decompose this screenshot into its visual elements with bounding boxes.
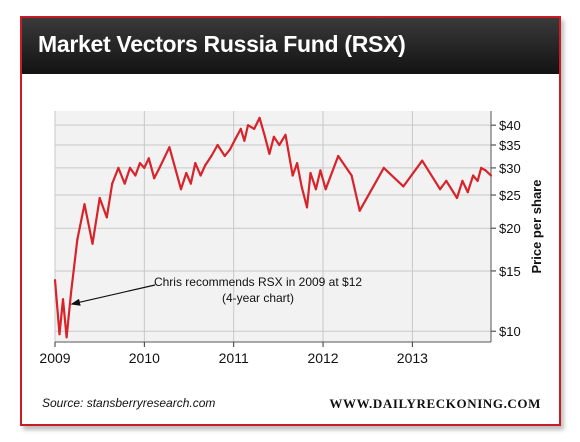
data-point — [91, 242, 94, 245]
data-point — [111, 182, 114, 185]
data-point — [461, 179, 464, 182]
annotation-text-line2: (4-year chart) — [222, 291, 294, 305]
source-note: Source: stansberryresearch.com — [42, 396, 216, 410]
data-point — [472, 174, 475, 177]
chart-title: Market Vectors Russia Fund (RSX) — [38, 31, 406, 57]
data-point — [300, 185, 303, 188]
data-point — [243, 139, 246, 142]
y-tick-label: $35 — [499, 138, 521, 153]
data-point — [309, 171, 312, 175]
annotation-arrow — [70, 284, 156, 306]
data-point — [76, 238, 79, 241]
data-point — [61, 298, 65, 301]
data-point — [246, 124, 250, 127]
data-point — [117, 166, 120, 169]
data-point — [123, 182, 126, 185]
data-point — [65, 336, 68, 339]
data-point — [143, 166, 146, 169]
data-point — [314, 188, 317, 191]
data-point — [296, 162, 299, 165]
data-point — [278, 143, 281, 147]
data-point — [291, 174, 294, 177]
plot-background — [55, 111, 491, 342]
data-point — [305, 206, 309, 209]
y-axis-label: Price per share — [529, 180, 544, 274]
data-point — [466, 191, 469, 194]
data-point — [199, 174, 202, 177]
data-point — [358, 209, 361, 212]
data-point — [223, 154, 226, 158]
x-tick-label: 2012 — [307, 350, 338, 366]
data-point — [128, 166, 132, 169]
data-point — [158, 166, 161, 169]
data-point — [268, 152, 271, 155]
data-point — [421, 159, 424, 162]
data-point — [138, 162, 141, 165]
data-point — [147, 157, 150, 160]
data-point — [168, 146, 171, 149]
data-point — [229, 148, 232, 151]
y-tick-label: $15 — [499, 264, 521, 279]
x-tick-label: 2013 — [397, 350, 428, 366]
data-point — [210, 154, 213, 158]
axes: $10 $15 $20 $25 $30 $35 $40 2009 2010 2011 2012 201… — [39, 111, 521, 366]
data-points — [53, 116, 493, 339]
data-point — [253, 127, 256, 130]
price-line — [53, 116, 492, 339]
data-point — [455, 196, 459, 200]
data-point — [239, 127, 242, 130]
data-point — [216, 143, 219, 147]
data-point — [204, 164, 207, 167]
data-point — [382, 166, 385, 169]
annotation: Chris recommends RSX in 2009 at $12 (4-y… — [70, 275, 362, 306]
data-point — [402, 185, 405, 188]
data-point — [284, 133, 287, 136]
grid — [54, 111, 491, 342]
x-tick-label: 2009 — [39, 350, 70, 366]
data-point — [319, 169, 322, 172]
y-tick-label: $30 — [499, 161, 521, 176]
data-point — [350, 174, 353, 177]
data-point — [179, 188, 183, 191]
brand-url: WWW.DAILYRECKONING.COM — [329, 396, 541, 411]
data-point — [98, 196, 101, 200]
data-point — [272, 135, 275, 138]
data-point — [70, 291, 73, 294]
data-point — [489, 174, 493, 177]
data-point — [234, 137, 237, 140]
data-point — [484, 169, 487, 172]
y-tick-label: $40 — [499, 118, 521, 133]
y-tick-label: $25 — [499, 188, 521, 203]
data-point — [134, 174, 137, 177]
annotation-text-line1: Chris recommends RSX in 2009 at $12 — [154, 275, 362, 289]
data-point — [439, 188, 442, 191]
data-point — [476, 179, 479, 182]
data-point — [324, 188, 327, 191]
x-tick-label: 2010 — [129, 350, 160, 366]
data-point — [185, 171, 188, 175]
data-point — [83, 203, 86, 206]
data-point — [263, 135, 267, 138]
data-point — [480, 166, 483, 169]
data-point — [153, 177, 156, 180]
data-point — [445, 179, 448, 182]
title-bar: Market Vectors Russia Fund (RSX) — [22, 18, 559, 74]
x-tick-label: 2011 — [219, 350, 249, 366]
data-point — [258, 116, 261, 119]
data-point — [337, 154, 340, 158]
y-tick-label: $20 — [499, 221, 521, 236]
data-point — [194, 162, 197, 165]
data-point — [105, 216, 108, 219]
data-point — [58, 333, 61, 336]
y-tick-label: $10 — [499, 324, 521, 339]
data-point — [53, 279, 57, 282]
data-point — [189, 182, 192, 185]
